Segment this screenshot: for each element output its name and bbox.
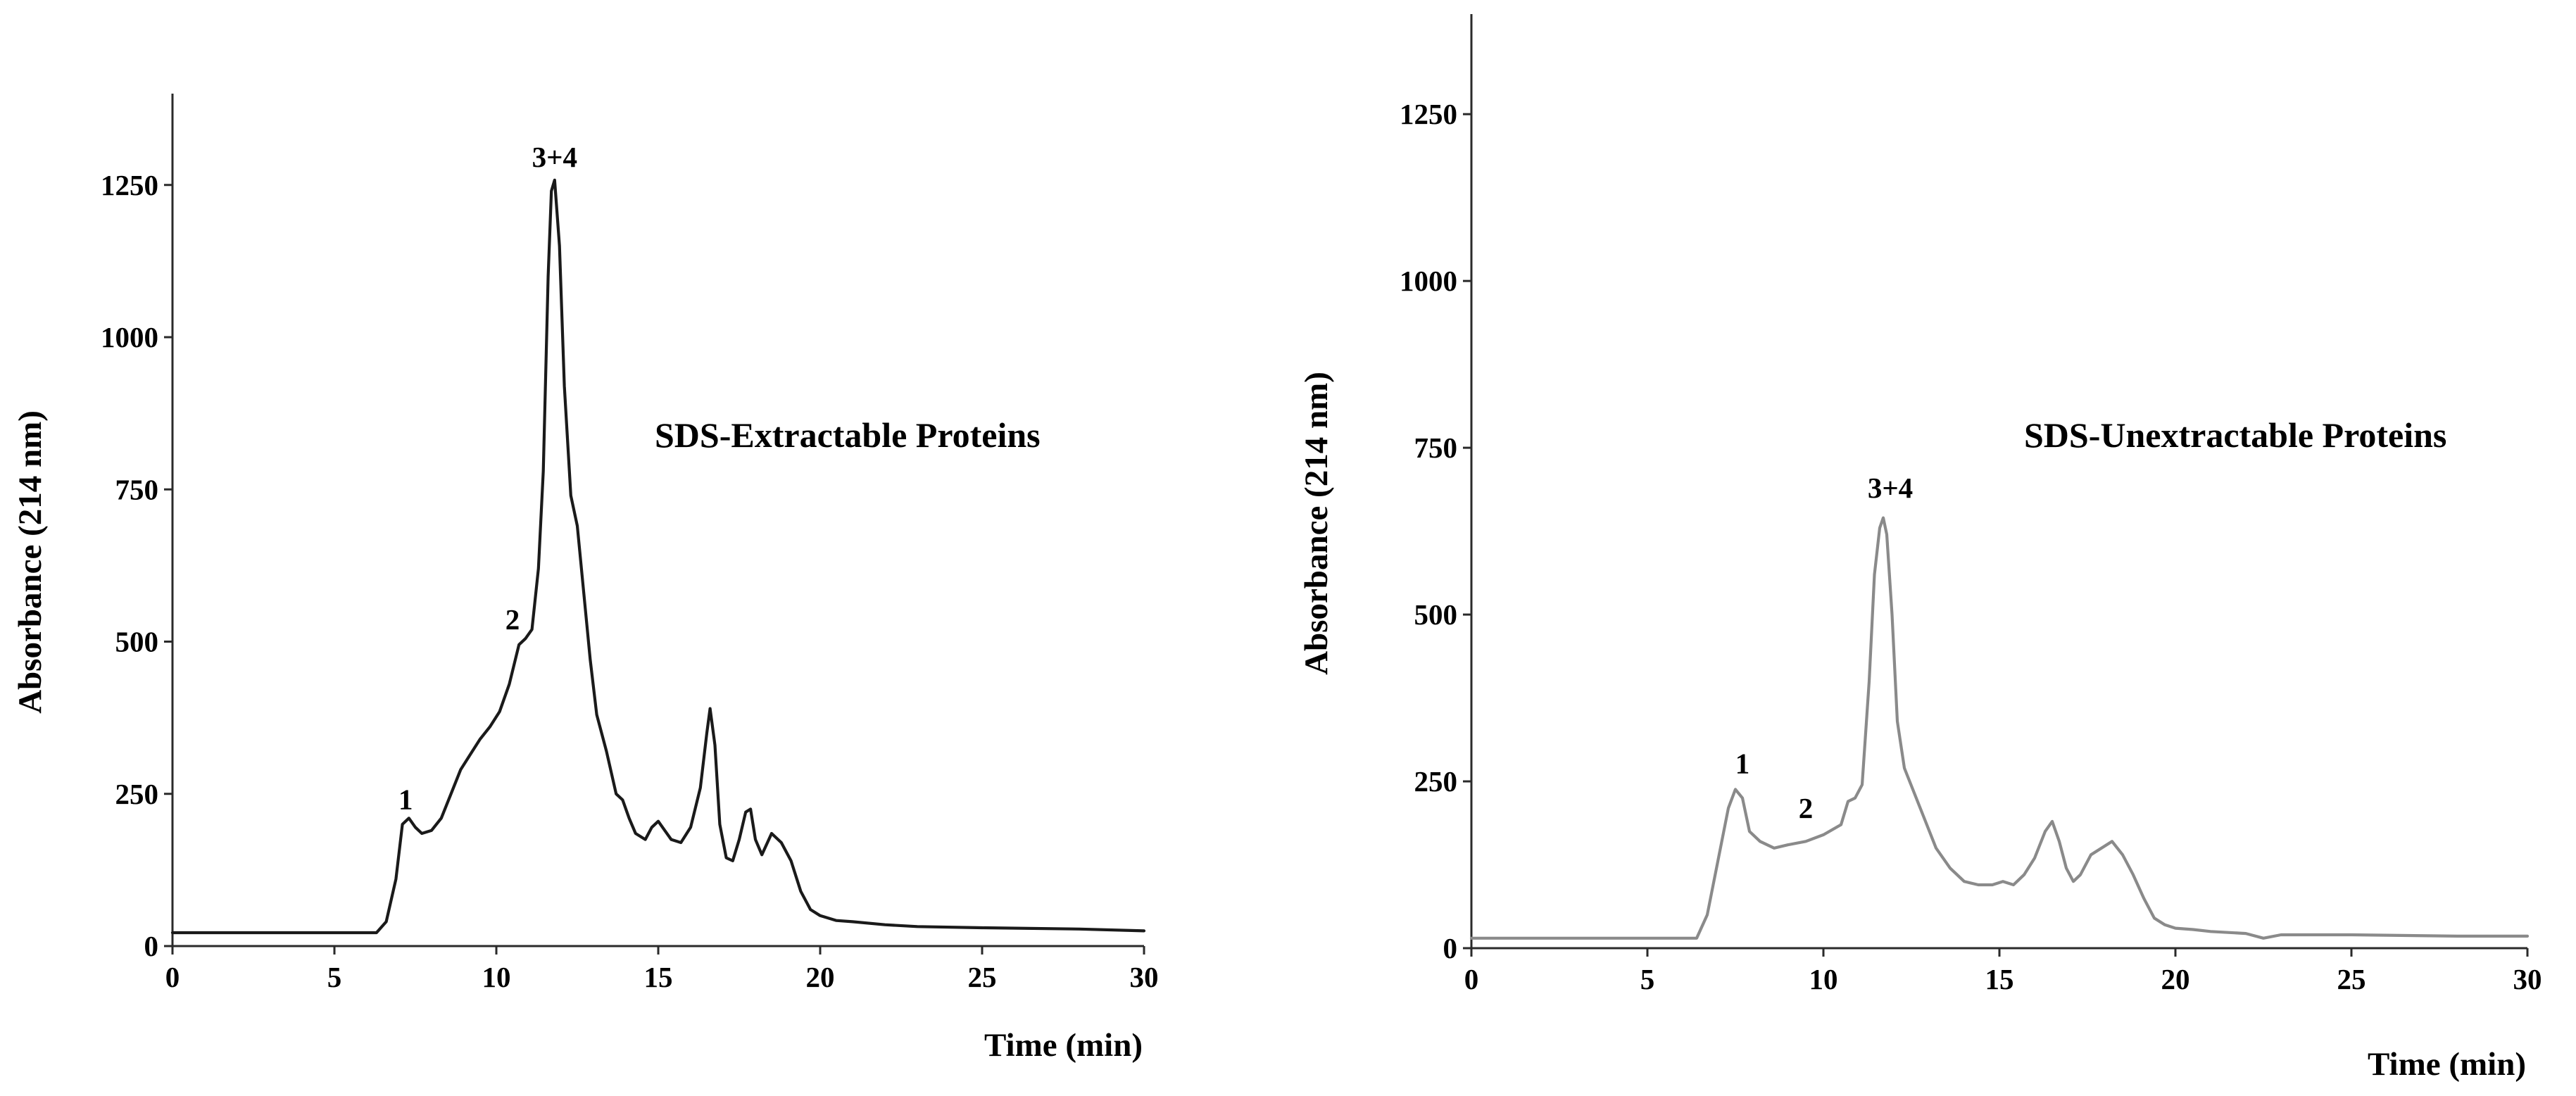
x-tick-label: 30 [2513, 963, 2542, 995]
x-tick-label: 5 [327, 961, 342, 993]
x-tick-label: 5 [1640, 963, 1655, 995]
peak-label: 3+4 [532, 141, 577, 173]
x-tick-label: 25 [968, 961, 997, 993]
y-tick-label: 500 [1414, 598, 1458, 631]
peak-label: 1 [398, 783, 413, 815]
x-tick-label: 10 [1809, 963, 1838, 995]
unextractable-chart-panel: Absorbance (214 nm) Time (min) SDS-Unext… [1298, 14, 2542, 1083]
x-tick-label: 30 [1130, 961, 1159, 993]
y-tick-label: 0 [1443, 932, 1458, 964]
x-tick-label: 10 [482, 961, 511, 993]
peak-label: 1 [1735, 748, 1750, 780]
y-tick-label: 1250 [1400, 98, 1457, 130]
peak-label: 3+4 [1868, 472, 1913, 504]
x-axis-title: Time (min) [2368, 1046, 2526, 1083]
x-axis-title: Time (min) [984, 1027, 1143, 1064]
y-tick-label: 500 [115, 626, 159, 658]
y-tick-label: 1000 [101, 321, 158, 353]
y-axis-title: Absorbance (214 nm) [1298, 372, 1335, 675]
chart-annotation: SDS-Extractable Proteins [655, 415, 1041, 455]
x-tick-label: 20 [2161, 963, 2190, 995]
y-tick-label: 1250 [101, 169, 158, 201]
y-tick-label: 250 [1414, 765, 1458, 798]
x-tick-label: 20 [806, 961, 835, 993]
x-tick-label: 25 [2337, 963, 2366, 995]
chromatogram-trace [170, 178, 1146, 935]
x-tick-label: 15 [644, 961, 673, 993]
y-tick-label: 1000 [1400, 265, 1457, 297]
y-tick-label: 0 [144, 930, 159, 962]
extractable-chart-panel: Absorbance (214 nm) Time (min) SDS-Extra… [12, 94, 1159, 1064]
x-tick-label: 0 [165, 961, 180, 993]
x-tick-label: 0 [1464, 963, 1479, 995]
y-tick-label: 750 [115, 473, 159, 505]
peak-label: 2 [1799, 792, 1814, 824]
peak-label: 2 [505, 603, 520, 636]
y-tick-label: 250 [115, 778, 159, 810]
chart-annotation: SDS-Unextractable Proteins [2024, 415, 2446, 455]
chromatogram-trace [1469, 516, 2530, 940]
y-tick-label: 750 [1414, 432, 1458, 464]
y-axis-title: Absorbance (214 nm) [12, 410, 49, 714]
x-tick-label: 15 [1985, 963, 2014, 995]
